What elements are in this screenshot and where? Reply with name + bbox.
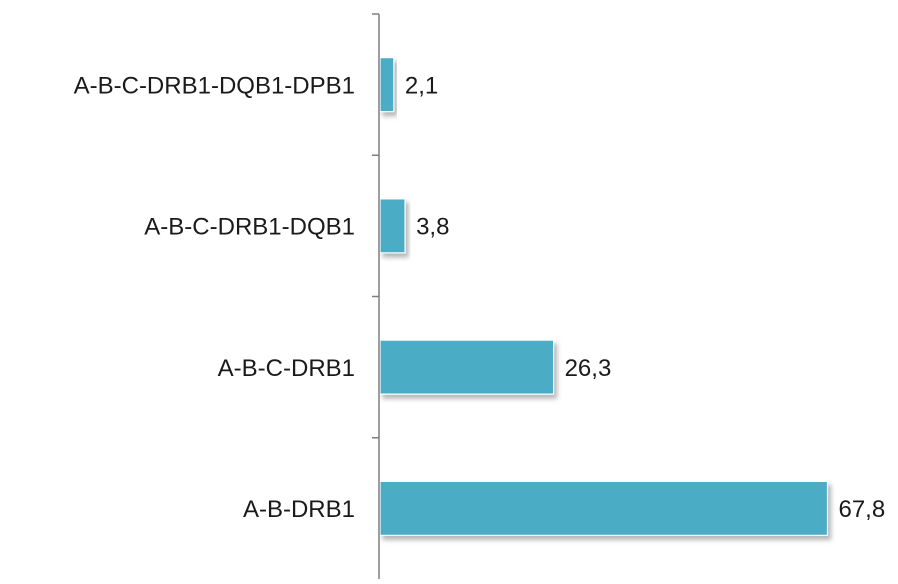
value-labels: 2,1 3,8 26,3 67,8 <box>405 72 885 523</box>
y-axis <box>372 13 380 579</box>
value-label-4: 67,8 <box>838 496 885 523</box>
category-label-3: A-B-C-DRB1 <box>218 355 355 382</box>
category-label-4: A-B-DRB1 <box>243 496 355 523</box>
value-label-1: 2,1 <box>405 72 438 99</box>
bars-layer <box>379 57 829 536</box>
value-label-3: 26,3 <box>565 355 612 382</box>
category-labels: A-B-C-DRB1-DQB1-DPB1 A-B-C-DRB1-DQB1 A-B-C… <box>74 72 355 523</box>
bar-2 <box>379 198 406 254</box>
bar-1 <box>379 57 395 113</box>
bar-3 <box>379 339 555 395</box>
category-label-1: A-B-C-DRB1-DQB1-DPB1 <box>74 72 355 99</box>
value-label-2: 3,8 <box>416 214 449 241</box>
bar-4 <box>379 480 829 536</box>
category-label-2: A-B-C-DRB1-DQB1 <box>144 214 355 241</box>
